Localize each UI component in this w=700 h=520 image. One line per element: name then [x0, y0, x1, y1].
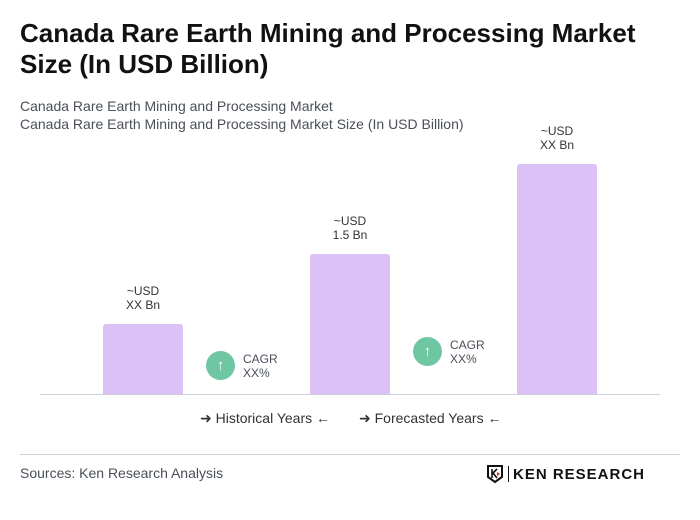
data-label-line: XX Bn	[539, 138, 575, 153]
cagr-badge: ↑ CAGR XX%	[206, 351, 278, 380]
legend-label: Historical Years	[215, 410, 313, 426]
bar	[103, 324, 183, 394]
legend-label: Forecasted Years	[374, 410, 484, 426]
chart-subtitle-2: Canada Rare Earth Mining and Processing …	[20, 116, 464, 132]
sources: Sources: Ken Research Analysis	[20, 465, 224, 481]
x-axis	[40, 394, 660, 395]
data-label-line: ~USD	[333, 214, 367, 228]
data-label: ~USD XX Bn	[507, 124, 607, 152]
logo-icon	[487, 465, 503, 484]
data-label-line: ~USD	[540, 124, 574, 139]
bar	[310, 254, 390, 394]
data-label-line: 1.5 Bn	[332, 228, 368, 242]
cagr-value: XX%	[243, 365, 270, 380]
arrow-up-icon: ↑	[206, 351, 235, 380]
data-label: ~USD 1.5 Bn	[300, 214, 400, 242]
arrow-right-icon: ➜	[359, 410, 371, 426]
data-label-line: XX Bn	[125, 298, 161, 312]
arrow-left-icon: ←	[487, 410, 502, 426]
ken-research-logo: KEN RESEARCH	[486, 464, 645, 484]
legend-forecasted: ➜ Forecasted Years ←	[359, 410, 501, 427]
data-label: ~USD XX Bn	[93, 284, 193, 312]
legend-historical: ➜ Historical Years ←	[200, 410, 330, 427]
data-label-line: ~USD	[126, 284, 160, 298]
cagr-value: XX%	[450, 351, 477, 366]
arrow-left-icon: ←	[316, 410, 331, 426]
chart-title: Canada Rare Earth Mining and Processing …	[20, 18, 636, 79]
cagr-label: CAGR	[450, 337, 485, 352]
cagr-label: CAGR	[243, 351, 278, 366]
chart-subtitle: Canada Rare Earth Mining and Processing …	[20, 98, 333, 114]
cagr-badge: ↑ CAGR XX%	[413, 337, 485, 366]
divider	[20, 454, 680, 455]
arrow-up-icon: ↑	[413, 337, 442, 366]
arrow-right-icon: ➜	[200, 410, 212, 426]
bar	[517, 164, 597, 394]
